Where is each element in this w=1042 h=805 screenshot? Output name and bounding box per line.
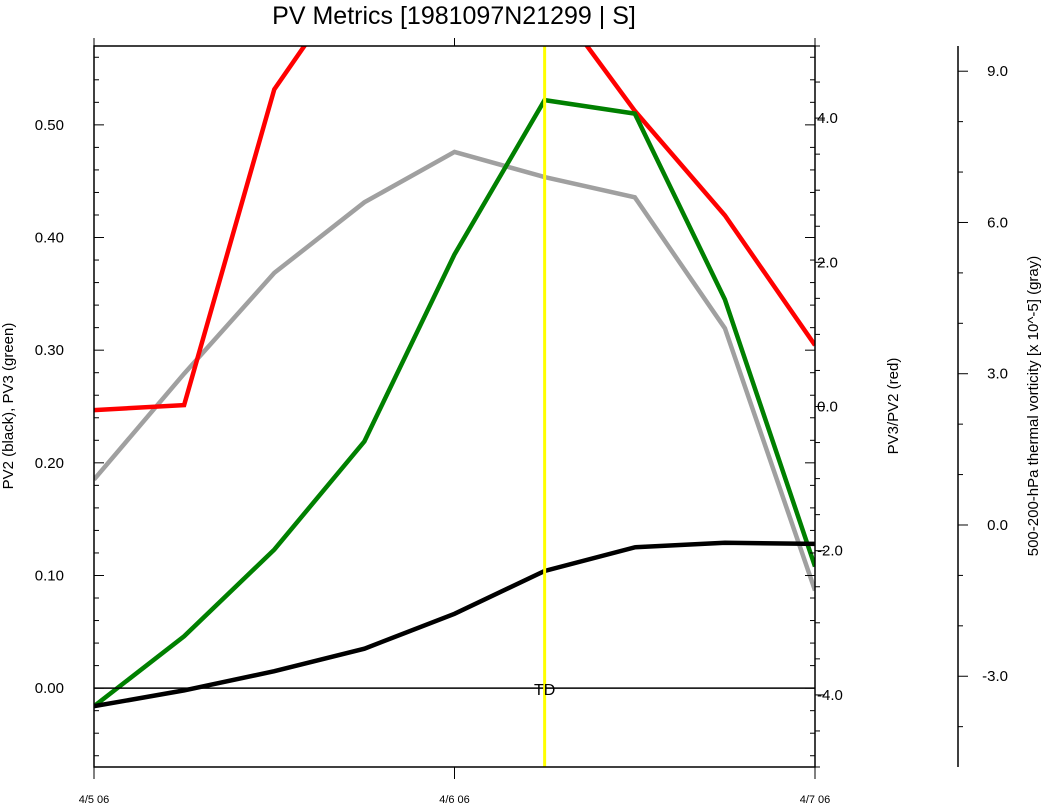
x-axis: 4/5 06 4/6 06 4/7 06 — [79, 38, 831, 805]
right-axis-title: PV3/PV2 (red) — [885, 358, 902, 455]
far-right-tick-label: 9.0 — [987, 63, 1008, 80]
right-tick-label: 4.0 — [817, 110, 838, 127]
x-tick-label: 4/7 06 — [800, 794, 831, 805]
series-line-pv3 — [94, 97, 815, 708]
chart-title: PV Metrics [1981097N21299 | S] — [272, 2, 636, 30]
far-right-tick-label: 3.0 — [987, 366, 1008, 383]
series-line-500-200-hpa-thermal-vorticity — [94, 149, 815, 592]
right-tick-label: 2.0 — [817, 254, 838, 271]
left-tick-label: 0.20 — [35, 455, 64, 472]
right-axis: -4.0 -2.0 0.0 2.0 4.0 — [815, 45, 843, 768]
far-right-tick-label: 6.0 — [987, 214, 1008, 231]
left-tick-label: 0.40 — [35, 230, 64, 247]
left-tick-label: 0.00 — [35, 680, 64, 697]
right-tick-label: 0.0 — [817, 399, 838, 416]
far-right-tick-label: 0.0 — [987, 517, 1008, 534]
series-layer — [94, 46, 815, 709]
far-right-axis: -3.0 0.0 3.0 6.0 9.0 — [957, 46, 1008, 767]
series-line-pv2 — [94, 540, 815, 709]
left-axis-title: PV2 (black), PV3 (green) — [0, 323, 17, 490]
right-tick-label: -4.0 — [817, 687, 843, 704]
left-tick-label: 0.50 — [35, 117, 64, 134]
x-tick-label: 4/5 06 — [79, 794, 110, 805]
left-axis: 0.00 0.10 0.20 0.30 0.40 0.50 — [35, 56, 815, 757]
left-tick-label: 0.10 — [35, 567, 64, 584]
far-right-axis-title: 500-200-hPa thermal vorticity [x 10^-5] … — [1025, 256, 1042, 557]
x-tick-label: 4/6 06 — [439, 794, 470, 805]
left-tick-label: 0.30 — [35, 342, 64, 359]
right-tick-label: -2.0 — [817, 543, 843, 560]
series-line-pv3-pv2 — [94, 46, 815, 413]
td-annotation: TD — [534, 682, 555, 699]
far-right-tick-label: -3.0 — [982, 668, 1008, 685]
